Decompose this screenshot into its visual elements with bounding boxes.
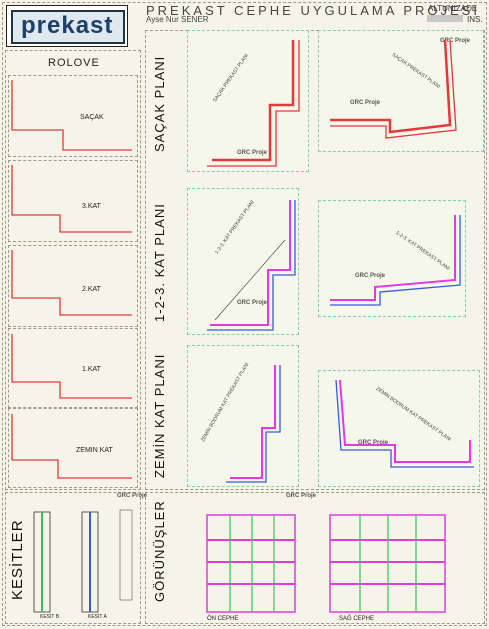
school-name: ALTUNIZADE — [428, 4, 478, 13]
author-name: Ayse Nur SENER — [146, 15, 209, 24]
logo-text: prekast — [21, 12, 114, 39]
rolove-box-2 — [8, 160, 138, 242]
grc-badge-top: GRC Proje — [440, 38, 471, 44]
kat-plan-right — [318, 200, 466, 317]
grc-badge-2: GRC Proje — [350, 100, 381, 106]
gorunus-frame — [145, 492, 485, 624]
redacted-bar — [427, 15, 463, 22]
rolove-box-5 — [8, 408, 138, 488]
sacak-plan-left — [187, 30, 309, 172]
grc-badge-1: GRC Proje — [237, 150, 268, 156]
grc-badge-3: GRC Proje — [237, 300, 268, 306]
kesit-a-label: KESİT A — [88, 614, 107, 620]
level-sacak: SAÇAK — [80, 114, 104, 121]
on-cephe-label: ÖN CEPHE — [207, 616, 239, 622]
grc-badge-4: GRC Proje — [355, 273, 386, 279]
prekast-logo: prekast — [6, 5, 128, 47]
level-1kat: 1.KAT — [82, 366, 101, 373]
plans-frame — [145, 30, 485, 490]
ins-label: INS. — [467, 15, 483, 24]
kesit-b-label: KESİT B — [40, 614, 60, 620]
grc-badge-gorunus: GRC Proje — [286, 493, 317, 499]
grc-badge-5: GRC Proje — [358, 440, 389, 446]
rolove-title: ROLOVE — [48, 57, 100, 69]
project-title: PREKAST CEPHE UYGULAMA PROJESI — [146, 3, 480, 18]
rolove-box-4 — [8, 328, 138, 408]
rolove-box-1 — [8, 75, 138, 157]
rolove-box-3 — [8, 245, 138, 327]
kat-plan-left — [187, 188, 299, 335]
kesit-frame — [5, 492, 141, 624]
level-zemin: ZEMIN KAT — [76, 447, 113, 454]
rolove-frame — [5, 50, 141, 490]
level-3kat: 3.KAT — [82, 203, 101, 210]
grc-badge-kesit: GRC Proje — [117, 493, 148, 499]
sag-cephe-label: SAĞ CEPHE — [339, 616, 375, 622]
level-2kat: 2.KAT — [82, 286, 101, 293]
